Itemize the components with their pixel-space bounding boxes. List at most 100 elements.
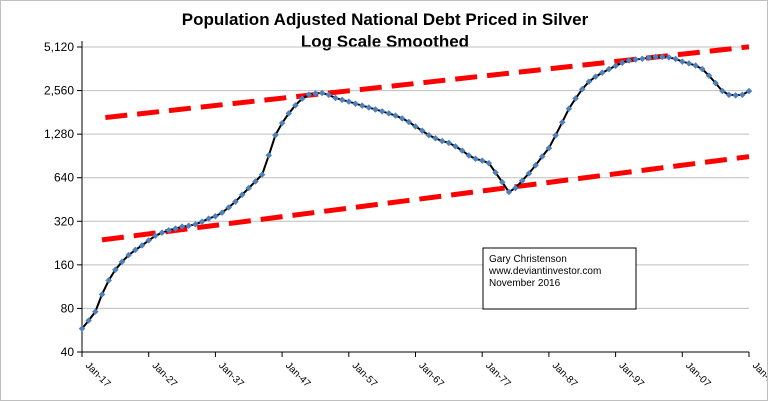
trend-line (101, 154, 750, 243)
x-tick-label: Jan-47 (283, 360, 313, 390)
data-point (698, 65, 706, 73)
data-point (352, 100, 359, 108)
data-point (418, 127, 426, 135)
y-tick-label: 2,560 (44, 84, 74, 98)
data-point (232, 198, 239, 206)
y-tick-label: 80 (61, 301, 75, 315)
annotation-website: www.deviantinvestor.com (488, 266, 601, 277)
x-tick-label: Jan-67 (416, 360, 446, 390)
data-point (78, 325, 86, 332)
data-point (518, 177, 526, 185)
data-point (478, 157, 486, 164)
data-point (298, 95, 306, 103)
data-point (272, 131, 279, 139)
data-point (132, 246, 139, 254)
x-tick-label: Jan-57 (350, 360, 380, 390)
data-point (358, 102, 366, 109)
data-point (318, 89, 326, 97)
data-point (218, 209, 226, 217)
data-point (605, 65, 613, 73)
data-point (445, 139, 453, 147)
data-point (592, 73, 599, 80)
chart-subtitle: Log Scale Smoothed (301, 32, 469, 51)
data-point (98, 291, 106, 298)
x-tick-label: Jan-37 (216, 360, 246, 390)
annotation-author: Gary Christenson (489, 254, 567, 265)
y-tick-label: 40 (61, 345, 75, 359)
annotation-box: Gary Christenson www.deviantinvestor.com… (482, 247, 637, 310)
data-point (305, 91, 313, 98)
data-point (165, 227, 173, 234)
data-point (452, 143, 459, 150)
data-point (512, 184, 519, 192)
x-tick-label: Jan-77 (483, 360, 513, 390)
data-point (278, 119, 286, 127)
data-point (532, 161, 539, 169)
series (78, 53, 753, 332)
data-point (712, 79, 720, 87)
x-tick-label: Jan-97 (616, 360, 646, 390)
data-point (585, 78, 593, 86)
data-point (545, 144, 553, 152)
x-tick-label: Jan-87 (550, 360, 580, 390)
data-point (91, 308, 99, 316)
data-point (225, 204, 233, 211)
data-point (538, 153, 546, 160)
data-point (192, 220, 199, 228)
data-point (258, 171, 266, 179)
trend-line (105, 44, 750, 121)
x-axis-ticks: Jan-17 Jan-27 Jan-37 Jan-47 Jan-57 Jan-67 Jan-… (81, 352, 767, 390)
data-point (312, 90, 319, 97)
y-tick-label: 320 (54, 214, 74, 228)
data-point (618, 59, 626, 67)
data-point (212, 212, 219, 220)
data-point (178, 223, 186, 230)
data-point (652, 53, 659, 61)
data-point (125, 251, 133, 259)
data-point (385, 110, 393, 117)
data-point (245, 184, 253, 192)
data-point (658, 53, 666, 61)
data-point (432, 134, 439, 142)
y-tick-label: 5,120 (44, 40, 74, 54)
data-point (572, 95, 579, 102)
data-point (692, 62, 699, 69)
series-line (81, 55, 750, 330)
data-point (392, 112, 399, 119)
data-point (645, 54, 653, 62)
data-point (685, 60, 693, 67)
data-point (158, 229, 166, 237)
data-point (365, 104, 373, 111)
data-point (265, 152, 273, 159)
data-point (525, 170, 533, 177)
data-point (738, 91, 746, 99)
data-point (425, 131, 433, 139)
data-point (325, 91, 333, 99)
data-point (105, 277, 113, 284)
data-point (198, 218, 206, 226)
x-tick-label: Jan-27 (150, 360, 180, 390)
data-point (332, 94, 339, 102)
data-point (378, 108, 386, 115)
data-point (498, 178, 506, 186)
chart-title: Population Adjusted National Debt Priced… (182, 10, 589, 29)
data-point (372, 106, 379, 113)
data-point (625, 57, 633, 64)
data-point (565, 105, 573, 113)
data-point (745, 87, 753, 95)
data-point (552, 132, 559, 139)
x-tick-label: Jan-17 (750, 360, 767, 390)
data-point (252, 178, 259, 185)
y-axis-ticks: 40 80 160 320 640 1,280 2,560 5,120 (44, 40, 82, 359)
data-point (458, 147, 466, 154)
x-tick-label: Jan-17 (83, 360, 113, 390)
data-point (505, 188, 513, 196)
data-point (345, 98, 353, 105)
data-point (85, 317, 93, 324)
y-tick-label: 160 (54, 258, 74, 272)
data-point (285, 110, 293, 117)
data-point (465, 152, 473, 159)
data-point (438, 137, 446, 145)
